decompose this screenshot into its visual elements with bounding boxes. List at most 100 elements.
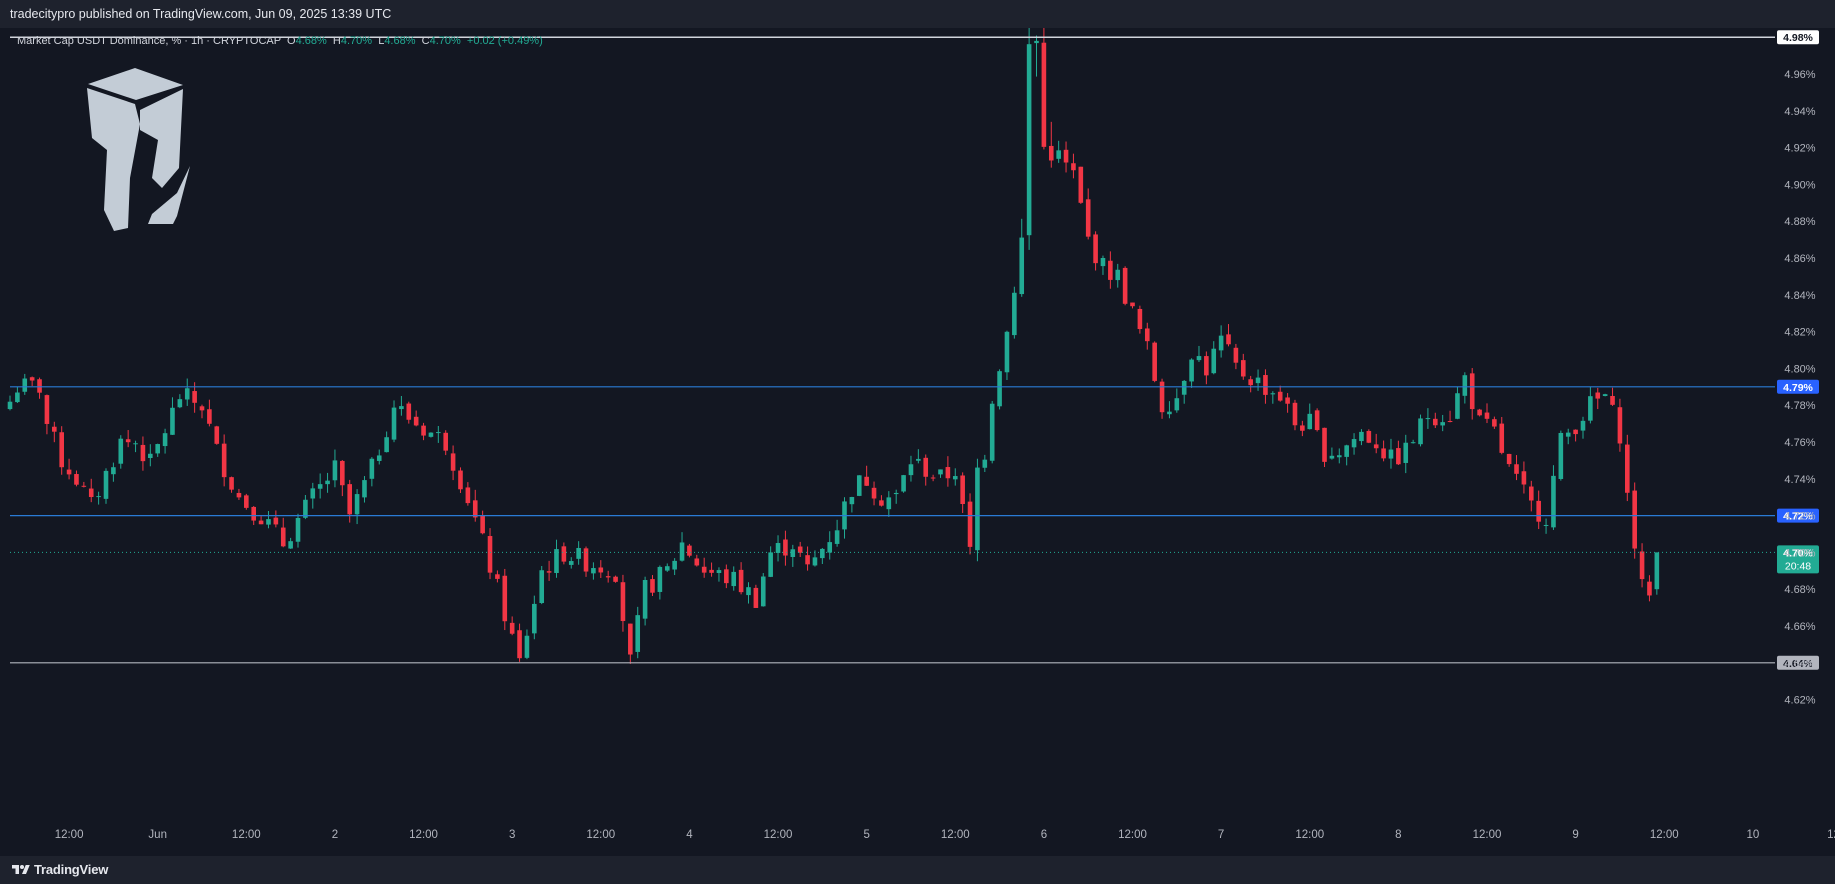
candle (679, 532, 685, 562)
candle-body (687, 545, 692, 556)
candle-body (280, 527, 286, 547)
candle-body (472, 500, 478, 518)
candle-body (1181, 380, 1187, 395)
horizontal-level[interactable]: 4.72% (10, 508, 1819, 523)
candle-body (465, 487, 471, 504)
candle (421, 422, 426, 441)
candle (1277, 385, 1283, 402)
candle (317, 473, 323, 499)
candle-body (1248, 379, 1253, 386)
candle-body (864, 476, 869, 486)
candle-body (258, 520, 264, 525)
candle-body (170, 407, 175, 435)
candle (1019, 218, 1025, 297)
candle (753, 584, 759, 608)
candle (354, 489, 360, 525)
candle-body (221, 443, 227, 478)
candle-body (295, 517, 301, 542)
candle-body (487, 536, 493, 573)
candle (88, 478, 94, 503)
candle (1639, 543, 1645, 588)
horizontal-level[interactable]: 4.64% (10, 655, 1819, 670)
candle (775, 535, 781, 562)
candle (1440, 414, 1445, 432)
candle-body (1639, 551, 1645, 580)
candle-body (1270, 393, 1276, 395)
horizontal-level[interactable]: 4.98% (10, 30, 1819, 45)
candle (244, 493, 249, 510)
candle (1543, 518, 1549, 534)
y-tick-label: 4.92% (1784, 143, 1815, 155)
candle-body (266, 519, 271, 525)
candle-body (303, 499, 308, 518)
price-axis-background[interactable] (1775, 28, 1835, 856)
candle-body (650, 579, 655, 593)
candle (59, 426, 64, 475)
candle-body (1314, 410, 1320, 431)
candle-body (1543, 524, 1549, 526)
candle (44, 394, 50, 435)
candle-body (805, 555, 810, 565)
tradingview-logo-icon[interactable] (10, 863, 32, 877)
candle (1100, 255, 1106, 275)
candle-body (1610, 396, 1615, 405)
candle-body (1499, 423, 1505, 453)
candle (1558, 430, 1564, 481)
candle-body (1285, 397, 1290, 404)
candle-body (1617, 407, 1623, 444)
x-tick-label: Jun (148, 829, 167, 841)
candle (15, 386, 20, 403)
candle (960, 472, 965, 514)
candle-body (162, 433, 168, 447)
candle-body (1425, 418, 1431, 420)
candle (709, 562, 714, 577)
candle-body (554, 549, 559, 574)
candle (1026, 28, 1032, 250)
x-tick-label: 12:00 (1295, 829, 1324, 841)
x-tick-label: 12:00 (1118, 829, 1147, 841)
candle-body (1085, 199, 1091, 237)
candle-body (834, 530, 840, 544)
horizontal-level[interactable]: 4.79% (10, 379, 1819, 394)
candlestick-chart[interactable]: 4.98%4.79%4.72%4.64%4.70%20:48 4.62%4.64… (0, 28, 1835, 856)
candle-body (1447, 421, 1453, 423)
candle (1477, 408, 1482, 417)
candle-body (1019, 237, 1025, 295)
y-tick-label: 4.84% (1784, 290, 1815, 302)
candle (613, 575, 618, 583)
candle-body (724, 569, 729, 584)
legend-high-value: 4.70% (340, 35, 373, 47)
candle-body (1004, 331, 1010, 373)
candle (1580, 416, 1586, 439)
chart-area[interactable]: 4.98% 4.79% 4.72% 4.64% 4.70% 20:48 4.62% 4.64… (0, 28, 1835, 856)
candle-body (1440, 422, 1445, 426)
tradingview-brand[interactable]: TradingView (34, 862, 109, 877)
bar-countdown: 20:48 (1785, 560, 1811, 572)
candle-body (546, 571, 552, 573)
candle-body (399, 406, 404, 410)
candle (783, 530, 788, 566)
candle (1248, 375, 1253, 393)
candle-body (59, 432, 64, 468)
candle-body (325, 480, 330, 485)
candle-body (916, 458, 921, 461)
y-tick-label: 4.66% (1784, 621, 1815, 633)
candle-body (746, 587, 751, 596)
candle-body (480, 515, 485, 534)
legend-change-value: +0.02 (+0.49%) (466, 35, 543, 47)
candle-body (923, 457, 929, 477)
candle-body (1625, 444, 1630, 493)
candle-body (52, 426, 57, 432)
candle (22, 373, 28, 395)
candle-body (856, 475, 862, 496)
candle-body (1462, 375, 1468, 396)
level-label: 4.98% (1783, 32, 1813, 44)
candle (74, 470, 79, 487)
candle (827, 531, 833, 560)
candle-body (561, 546, 567, 562)
y-tick-label: 4.62% (1784, 695, 1815, 707)
candle-body (1167, 411, 1172, 415)
candle (975, 458, 980, 562)
level-label: 4.72% (1783, 511, 1813, 523)
candle (1233, 343, 1239, 370)
